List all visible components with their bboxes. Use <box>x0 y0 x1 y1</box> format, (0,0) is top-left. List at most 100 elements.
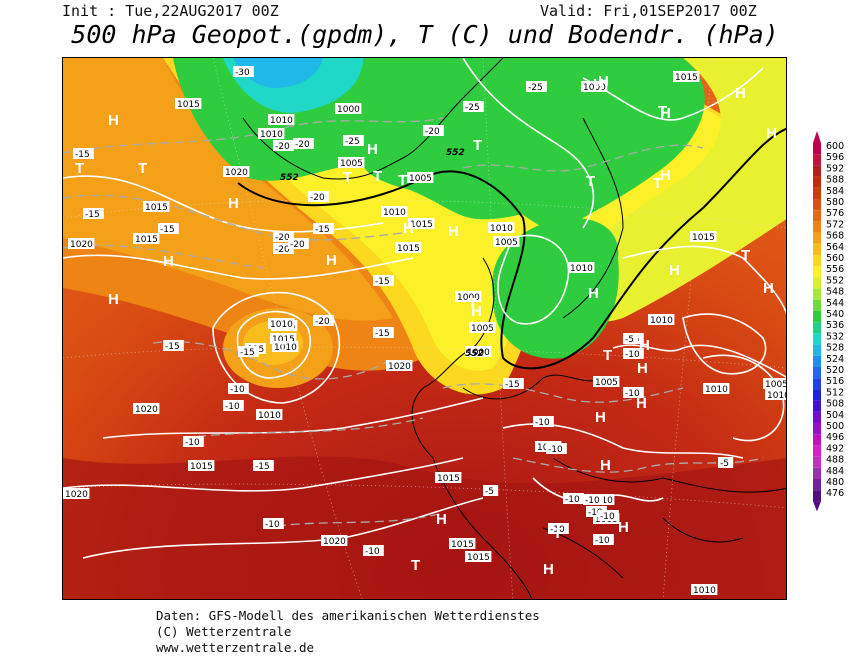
pressure-label: 1010 <box>648 314 675 326</box>
pressure-label: 1015 <box>175 98 202 110</box>
geopotential-label: 552 <box>465 349 484 359</box>
pressure-label-box <box>763 378 786 389</box>
temperature-label: -10 <box>546 443 567 455</box>
pressure-label-box <box>673 71 700 82</box>
temperature-label: -15 <box>373 327 394 339</box>
temperature-label: -15 <box>313 223 334 235</box>
pressure-label: 1020 <box>68 238 95 250</box>
high-pressure-marker: H <box>163 253 174 270</box>
temperature-label: -15 <box>83 208 104 220</box>
temperature-label: -15 <box>253 460 274 472</box>
temperature-label-text: -20 <box>315 317 330 327</box>
color-legend-labels: 6005965925885845805765725685645605565525… <box>826 141 844 499</box>
temperature-label: -20 <box>308 191 329 203</box>
legend-level-label: 484 <box>826 466 844 477</box>
pressure-label-box <box>321 535 348 546</box>
pressure-label-text: 1015 <box>467 553 490 563</box>
pressure-label-box <box>469 322 496 333</box>
pressure-label-text: 1000 <box>457 293 480 303</box>
temperature-label-text: -10 <box>535 418 550 428</box>
pressure-label-text: 1015 <box>451 540 474 550</box>
temperature-label: -10 <box>533 416 554 428</box>
temperature-label-text: -10 <box>625 389 640 399</box>
temperature-label-box <box>373 327 394 338</box>
legend-cell <box>813 411 821 423</box>
temperature-label-text: -25 <box>528 83 543 93</box>
pressure-label: 1015 <box>395 242 422 254</box>
pressure-label-text: 1005 <box>765 380 787 390</box>
legend-level-label: 600 <box>826 141 844 152</box>
pressure-label: 1020 <box>133 403 160 415</box>
pressure-label: 1010 <box>703 383 730 395</box>
pressure-label-box <box>338 157 365 168</box>
pressure-label: 1010 <box>256 409 283 421</box>
high-pressure-marker: H <box>766 125 777 142</box>
temperature-label-box <box>718 457 734 468</box>
pressure-label-text: 1010 <box>260 130 283 140</box>
pressure-label-box <box>765 389 786 400</box>
legend-cell <box>813 355 821 367</box>
temperature-label-box <box>293 138 314 149</box>
temperature-label-text: -10 <box>185 438 200 448</box>
website-note: www.wetterzentrale.de <box>156 640 315 655</box>
pressure-label: 1005 <box>593 376 620 388</box>
temperature-label-text: -25 <box>345 137 360 147</box>
pressure-label-text: 1010 <box>270 116 293 126</box>
pressure-label-box <box>223 166 250 177</box>
legend-cell <box>813 154 821 166</box>
temperature-label-text: -15 <box>75 150 90 160</box>
temperature-label-text: -10 <box>565 495 580 505</box>
legend-level-label: 548 <box>826 287 844 298</box>
pressure-label: 1010 <box>568 262 595 274</box>
geopotential-label: 552 <box>280 173 299 183</box>
temperature-label-text: -20 <box>275 233 290 243</box>
pressure-label: 1010 <box>488 222 515 234</box>
legend-level-label: 580 <box>826 197 844 208</box>
pressure-label-text: 1010 <box>767 391 787 401</box>
temperature-label-box <box>533 416 554 427</box>
temperature-label: -20 <box>273 140 294 152</box>
pressure-label-text: 1005 <box>495 238 518 248</box>
temperature-label-box <box>526 81 547 92</box>
legend-cell <box>813 143 821 155</box>
legend-level-label: 564 <box>826 242 844 253</box>
pressure-label-box <box>175 98 202 109</box>
low-pressure-marker: T <box>658 103 667 120</box>
low-pressure-marker: T <box>343 169 352 186</box>
pressure-label-text: 1010 <box>274 343 297 353</box>
pressure-label-text: 1015 <box>437 474 460 484</box>
legend-level-label: 528 <box>826 343 844 354</box>
temperature-label-box <box>593 534 614 545</box>
pressure-label-text: 1010 <box>270 320 293 330</box>
temperature-field-south <box>63 456 786 599</box>
temperature-label: -25 <box>343 135 364 147</box>
legend-cell <box>813 277 821 289</box>
legend-cell <box>813 389 821 401</box>
low-pressure-marker: T <box>653 175 662 192</box>
legend-level-label: 556 <box>826 264 844 275</box>
temperature-label-layer: -30-25-25-20-20 -25-20-20-15-15-20-15 -15-… <box>73 66 734 557</box>
pressure-label: 1020 <box>223 166 250 178</box>
legend-cell <box>813 176 821 188</box>
init-time-label: Init : Tue,22AUG2017 00Z <box>62 2 279 20</box>
pressure-label-box <box>63 488 90 499</box>
temperature-label-box <box>423 125 444 136</box>
high-pressure-marker: H <box>367 141 378 158</box>
temperature-label: -10 <box>563 493 584 505</box>
pressure-label-box <box>465 551 492 562</box>
temperature-label-text: -20 <box>425 127 440 137</box>
temperature-label-box <box>343 135 364 146</box>
temperature-label-box <box>308 191 329 202</box>
temperature-label-text: -20 <box>290 240 305 250</box>
temperature-label-box <box>253 460 274 471</box>
pressure-label-box <box>272 341 299 352</box>
temperature-field-blue <box>233 58 323 88</box>
pressure-label-box <box>335 103 362 114</box>
temperature-label-text: -5 <box>485 487 494 497</box>
legend-cell <box>813 333 821 345</box>
pressure-label-box <box>268 114 295 125</box>
pressure-label: 1005 <box>493 236 520 248</box>
geopotential-label: 552 <box>446 148 465 158</box>
pressure-label-text: 1020 <box>135 405 158 415</box>
temperature-label-box <box>463 101 484 112</box>
